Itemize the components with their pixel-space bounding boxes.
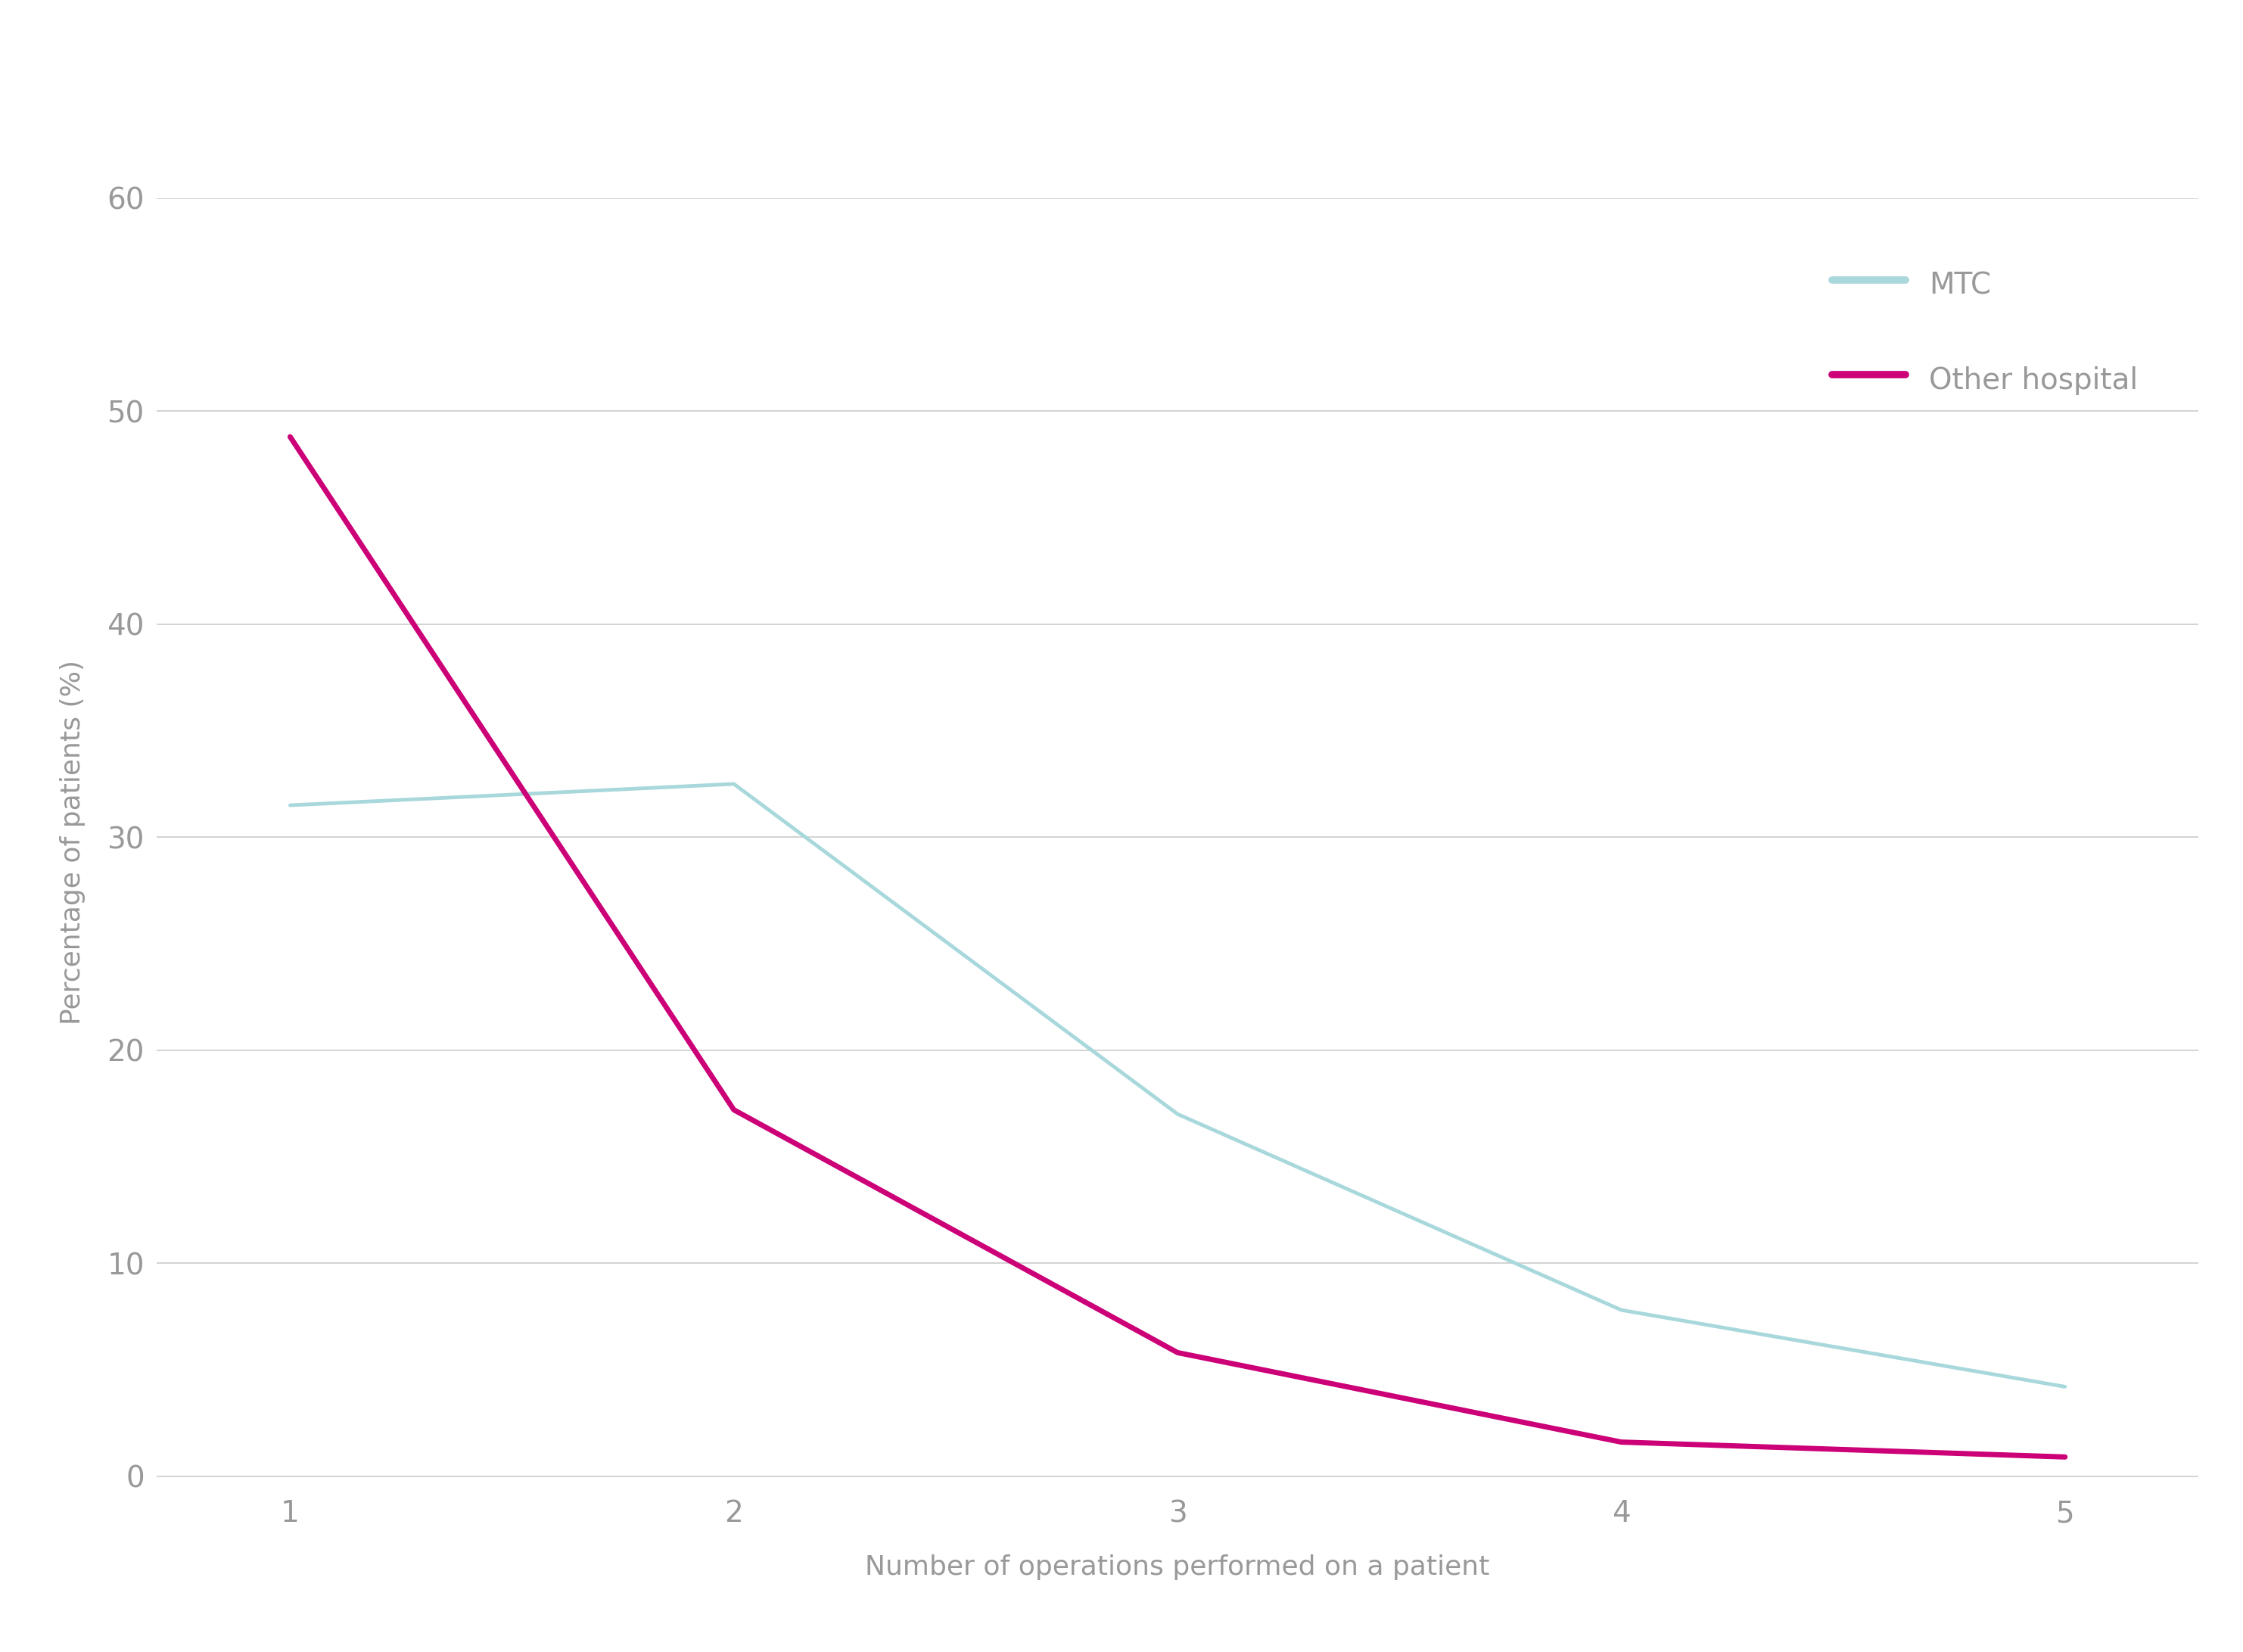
MTC	[1608, 1300, 1635, 1320]
Other hospital	[1164, 1343, 1191, 1363]
Y-axis label: Percentage of patients (%): Percentage of patients (%)	[61, 661, 85, 1024]
Legend: MTC, Other hospital: MTC, Other hospital	[1817, 251, 2153, 411]
Other hospital	[720, 1100, 747, 1120]
X-axis label: Number of operations performed on a patient: Number of operations performed on a pati…	[866, 1555, 1489, 1581]
Other hospital	[2052, 1447, 2079, 1467]
MTC	[276, 795, 303, 814]
MTC	[720, 775, 747, 795]
Line: Other hospital: Other hospital	[289, 436, 2066, 1457]
Other hospital	[1608, 1432, 1635, 1452]
MTC	[2052, 1376, 2079, 1396]
Other hospital	[276, 426, 303, 446]
Line: MTC: MTC	[289, 785, 2066, 1386]
MTC	[1164, 1104, 1191, 1123]
